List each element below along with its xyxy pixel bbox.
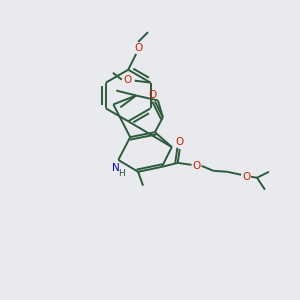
Text: H: H <box>118 169 124 178</box>
Text: O: O <box>124 75 132 85</box>
Text: O: O <box>192 161 201 171</box>
Text: O: O <box>242 172 250 182</box>
Text: O: O <box>149 89 157 100</box>
Text: O: O <box>176 137 184 147</box>
Text: O: O <box>134 43 142 53</box>
Text: N: N <box>112 163 120 173</box>
